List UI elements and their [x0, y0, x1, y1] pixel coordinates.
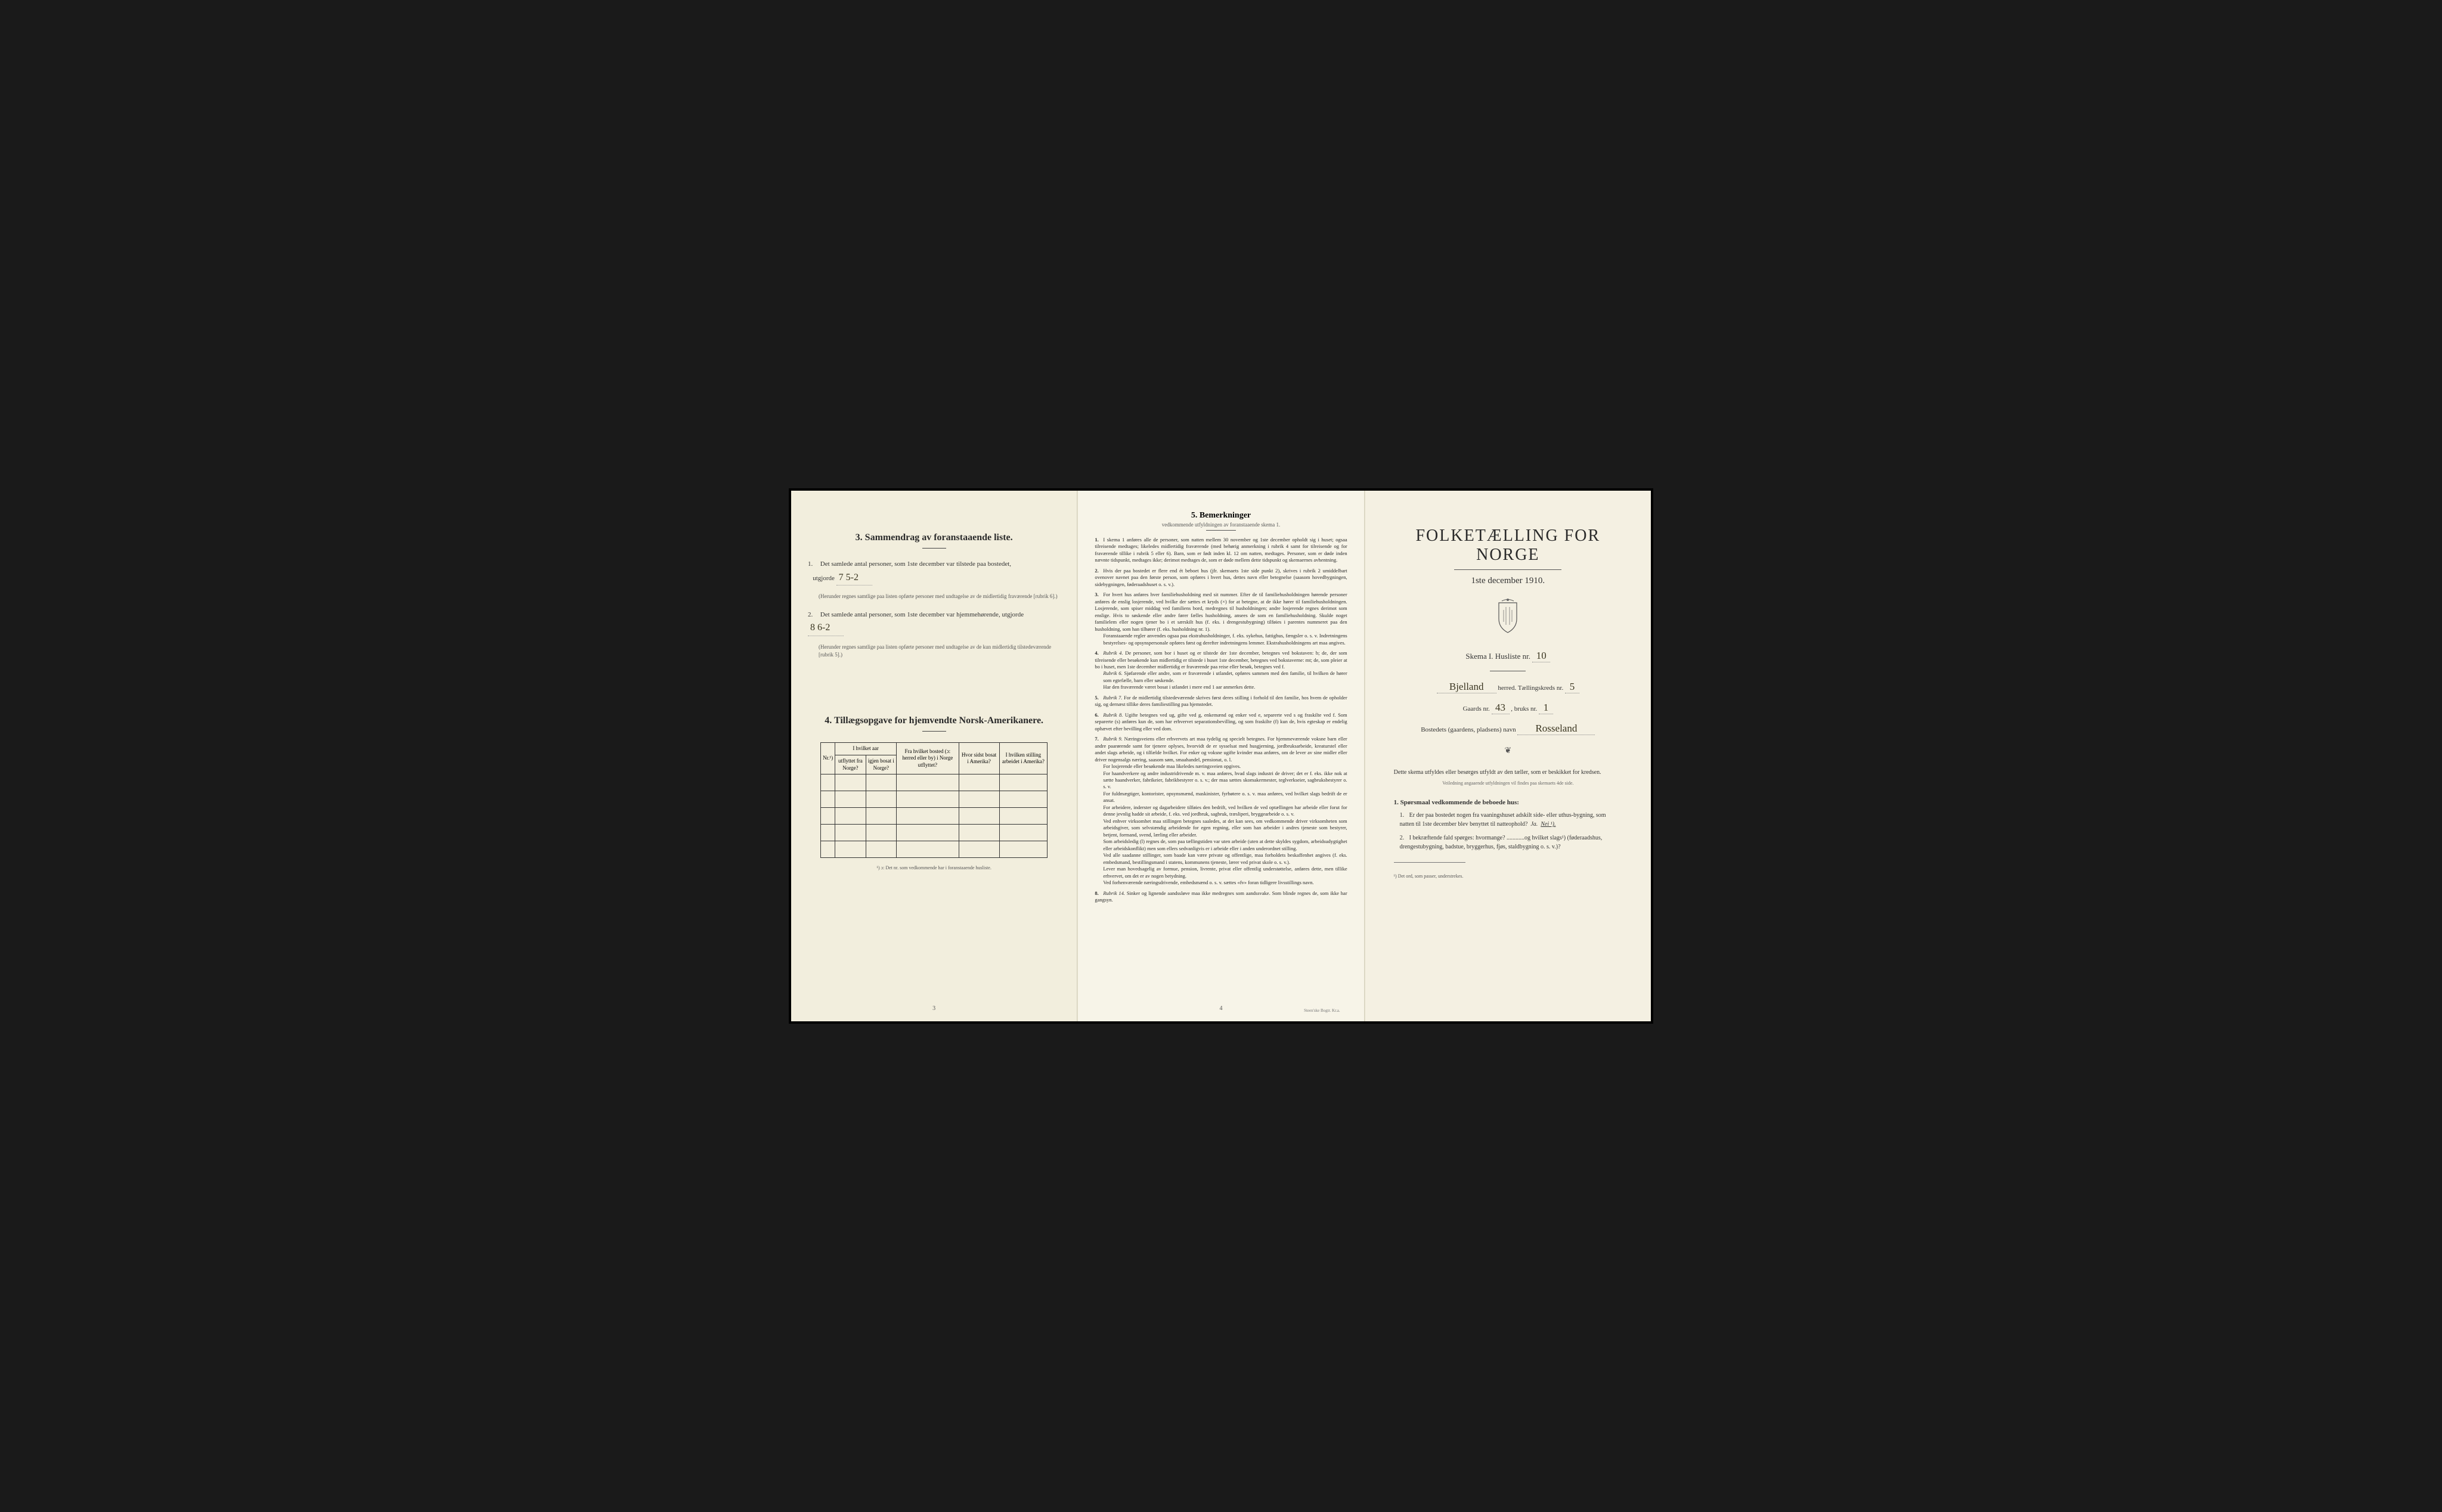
printer-mark: Steen'ske Bogtr. Kr.a.	[1304, 1008, 1340, 1013]
herred-line: Bjelland herred. Tællingskreds nr. 5	[1400, 681, 1616, 693]
hjemmehorende-value: 8 6-2	[808, 620, 844, 636]
rubrik-3: 3.For hvert hus anføres hver familiehush…	[1095, 591, 1347, 646]
question-2: 2.I bekræftende fald spørges: hvormange?…	[1400, 834, 1616, 851]
item-num: 2.	[808, 610, 819, 621]
item-2-note: (Herunder regnes samtlige paa listen opf…	[819, 643, 1060, 658]
rubrik-6: 6.Rubrik 8. Ugifte betegnes ved ug, gift…	[1095, 712, 1347, 732]
page-1-cover: FOLKETÆLLING FOR NORGE 1ste december 191…	[1365, 491, 1651, 1021]
remarks-subtitle: vedkommende utfyldningen av foranstaaend…	[1095, 522, 1347, 528]
coat-of-arms-icon	[1382, 598, 1634, 637]
question-1: 1.Er der paa bostedet nogen fra vaanings…	[1400, 811, 1616, 829]
question-header: 1. Spørsmaal vedkommende de beboede hus:	[1394, 799, 1622, 806]
table-row	[821, 825, 1048, 841]
table-row	[821, 791, 1048, 808]
item-num: 1.	[808, 559, 819, 570]
table-row	[821, 774, 1048, 791]
page-number: 4	[1219, 1005, 1222, 1012]
answer-nei: Nei ¹).	[1541, 821, 1555, 828]
col-utflyttet: utflyttet fra Norge?	[835, 755, 866, 774]
kreds-nr: 5	[1565, 681, 1579, 693]
rubrik-7: 7.Rubrik 9. Næringsveiens eller erhverve…	[1095, 736, 1347, 886]
census-document: 3. Sammendrag av foranstaaende liste. 1.…	[789, 488, 1653, 1024]
item-2: 2. Det samlede antal personer, som 1ste …	[808, 610, 1060, 636]
gaards-nr: 43	[1492, 702, 1510, 714]
husliste-nr: 10	[1532, 650, 1550, 662]
rubrik-4: 4.Rubrik 4. De personer, som bor i huset…	[1095, 650, 1347, 691]
table-footnote: ¹) ɔ: Det nr. som vedkommende har i fora…	[808, 865, 1060, 870]
section-4-title: 4. Tillægsopgave for hjemvendte Norsk-Am…	[808, 715, 1060, 726]
divider	[922, 548, 946, 549]
item-1: 1. Det samlede antal personer, som 1ste …	[808, 559, 1060, 585]
answer-ja: Ja.	[1530, 821, 1538, 828]
section-3-title: 3. Sammendrag av foranstaaende liste.	[808, 532, 1060, 543]
footnote: ¹) Det ord, som passer, understrekes.	[1394, 873, 1622, 879]
herred-value: Bjelland	[1437, 681, 1496, 693]
bruks-nr: 1	[1539, 702, 1553, 714]
skema-line: Skema I. Husliste nr. 10	[1382, 650, 1634, 662]
col-igjen: igjen bosat i Norge?	[866, 755, 896, 774]
remarks-title: 5. Bemerkninger	[1095, 511, 1347, 520]
tilstede-value: 7 5-2	[836, 570, 872, 586]
table-row	[821, 808, 1048, 825]
col-hvilket-aar: I hvilket aar	[835, 743, 897, 755]
instructions: Dette skema utfyldes eller besørges utfy…	[1394, 768, 1622, 777]
divider	[922, 731, 946, 732]
item-1-note: (Herunder regnes samtlige paa listen opf…	[819, 593, 1060, 600]
rubrik-5: 5.Rubrik 7. For de midlertidig tilstedev…	[1095, 695, 1347, 708]
census-date: 1ste december 1910.	[1382, 576, 1634, 586]
col-fra-hvilket: Fra hvilket bosted (ɔ: herred eller by) …	[897, 743, 959, 774]
col-stilling: I hvilken stilling arbeidet i Amerika?	[999, 743, 1048, 774]
page-4-remarks: 5. Bemerkninger vedkommende utfyldningen…	[1078, 491, 1363, 1021]
divider	[1206, 530, 1236, 531]
page-3-summary: 3. Sammendrag av foranstaaende liste. 1.…	[791, 491, 1077, 1021]
bosted-line: Bostedets (gaardens, pladsens) navn Ross…	[1400, 723, 1616, 735]
page-number: 3	[932, 1005, 935, 1012]
ornament-icon: ❦	[1382, 746, 1634, 756]
census-title: FOLKETÆLLING FOR NORGE	[1382, 526, 1634, 565]
table-row	[821, 841, 1048, 858]
rubrik-1: 1.I skema 1 anføres alle de personer, so…	[1095, 537, 1347, 564]
instructions-note: Veiledning angaaende utfyldningen vil fi…	[1382, 780, 1634, 786]
rubrik-8: 8.Rubrik 14. Sinker og lignende aandsslø…	[1095, 890, 1347, 904]
amerikanere-table: Nr.¹) I hvilket aar Fra hvilket bosted (…	[820, 742, 1048, 858]
gaards-line: Gaards nr. 43 , bruks nr. 1	[1400, 702, 1616, 714]
bosted-value: Rosseland	[1517, 723, 1595, 735]
col-hvor-sidst: Hvor sidst bosat i Amerika?	[959, 743, 999, 774]
rubrik-2: 2.Hvis der paa bostedet er flere end ét …	[1095, 568, 1347, 588]
col-nr: Nr.¹)	[821, 743, 835, 774]
